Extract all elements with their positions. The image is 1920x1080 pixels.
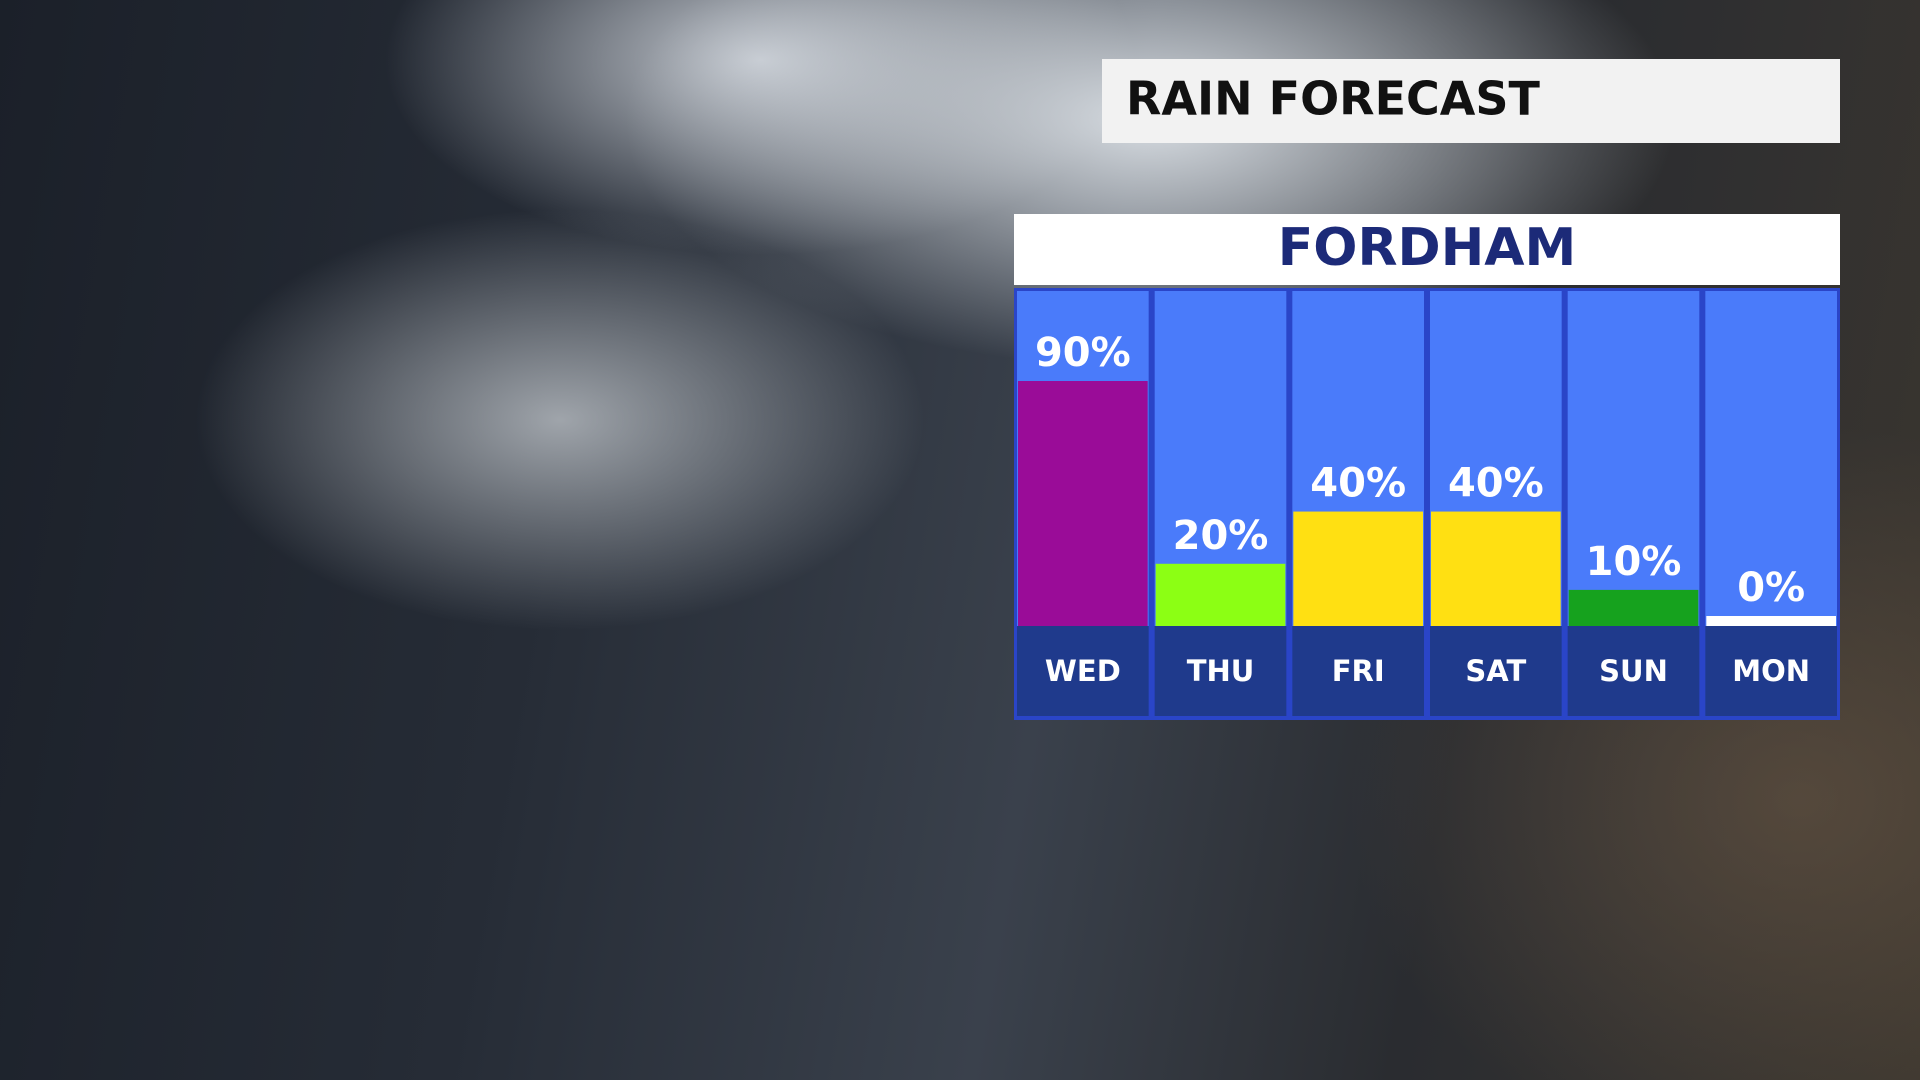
bar (1706, 616, 1836, 626)
value-label: 40% (1310, 461, 1406, 507)
title-box (1102, 59, 1840, 143)
day-cell (1154, 626, 1287, 716)
day-cell (1292, 626, 1424, 716)
x-tick-label: SUN (1599, 654, 1668, 688)
bar (1018, 381, 1148, 626)
x-tick-label: THU (1187, 654, 1255, 688)
bar (1155, 563, 1286, 626)
bar (1431, 511, 1561, 626)
column (1567, 291, 1700, 626)
day-cell (1430, 626, 1562, 716)
day-cell (1705, 626, 1837, 716)
subtitle-box (1014, 214, 1840, 285)
x-tick-label: SAT (1465, 654, 1526, 688)
x-tick-label: MON (1732, 654, 1810, 688)
x-tick-label: WED (1045, 654, 1121, 688)
panel (1014, 288, 1840, 720)
value-label: 10% (1586, 539, 1682, 585)
value-label: 40% (1448, 461, 1544, 507)
chart-title: RAIN FORECAST (1126, 72, 1541, 126)
bar (1293, 511, 1423, 626)
chart-subtitle: FORDHAM (1278, 218, 1576, 278)
day-cell (1017, 626, 1149, 716)
x-tick-label: FRI (1332, 654, 1385, 688)
value-label: 90% (1035, 330, 1131, 376)
bar (1568, 589, 1699, 626)
value-label: 20% (1173, 513, 1269, 559)
column (1705, 291, 1837, 626)
value-label: 0% (1737, 565, 1805, 611)
day-cell (1567, 626, 1700, 716)
